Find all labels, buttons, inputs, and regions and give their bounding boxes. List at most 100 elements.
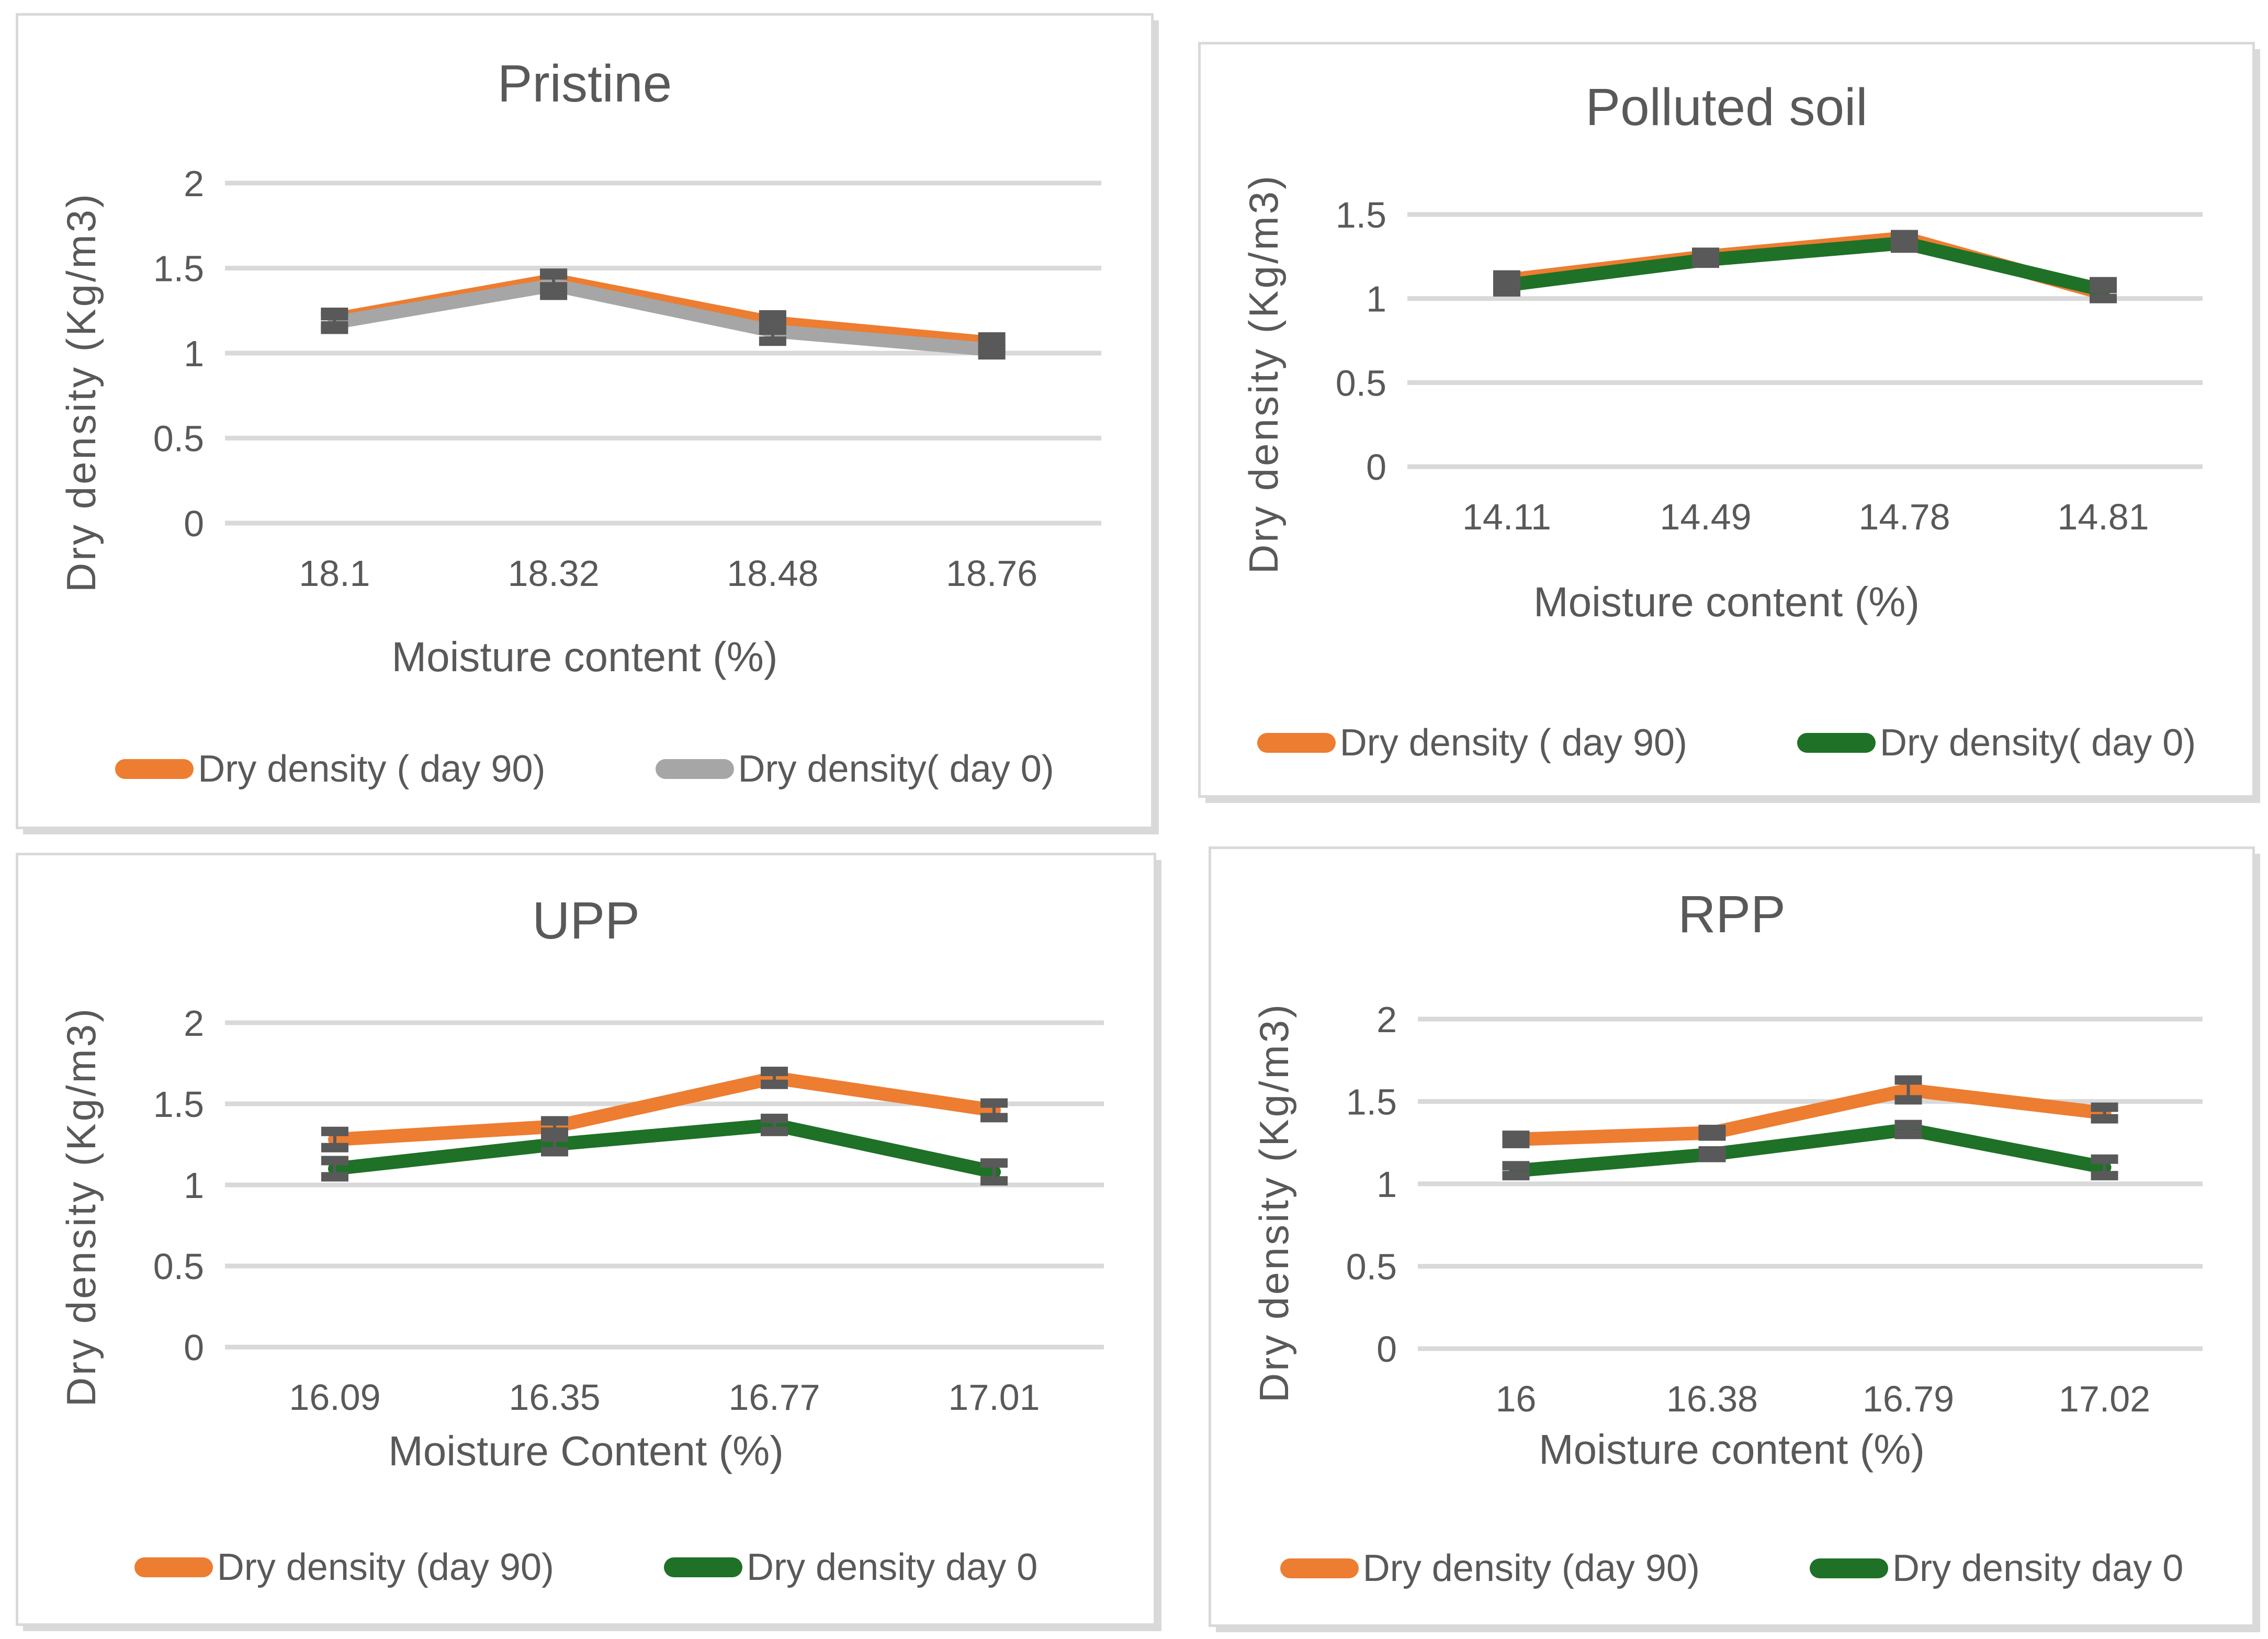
legend-item-0: Dry density ( day 90) xyxy=(115,748,546,790)
legend-chip xyxy=(115,759,194,779)
y-tick-label: 0.5 xyxy=(153,1246,204,1287)
y-tick-label: 1 xyxy=(184,333,204,374)
plot-host: 0 0.5 1 1.5 14.11 14.49 14.78 14.81 xyxy=(1326,170,2252,578)
y-tick-label: 2 xyxy=(1376,999,1397,1040)
chart-title: Polluted soil xyxy=(1585,77,1868,137)
chart-panel-rpp: RPP Dry density (Kg/m3) 0 0.5 1 1.5 2 16 16.38… xyxy=(1209,846,2255,1627)
legend-item-1: Dry density day 0 xyxy=(664,1546,1037,1589)
x-tick-label: 18.32 xyxy=(508,553,600,594)
error-bar xyxy=(321,311,348,334)
error-bar xyxy=(1493,274,1520,297)
legend-label: Dry density (day 90) xyxy=(217,1546,554,1588)
error-bar xyxy=(2090,277,2117,303)
error-bar xyxy=(1692,252,1719,268)
x-tick-label: 14.11 xyxy=(1462,496,1551,537)
series-line-1 xyxy=(328,1118,1001,1179)
error-bar xyxy=(321,1156,348,1182)
legend-label: Dry density( day 0) xyxy=(1880,722,2196,764)
y-axis-title: Dry density (Kg/m3) xyxy=(58,192,104,593)
legend: Dry density (day 90) Dry density day 0 xyxy=(18,1511,1154,1623)
legend-label: Dry density ( day 90) xyxy=(1339,722,1688,764)
y-tick-label: 0 xyxy=(1366,447,1386,488)
chart-body: Dry density (Kg/m3) 0 0.5 1 1.5 2 18.1 18.32 18… xyxy=(18,152,1151,633)
x-tick-label: 14.78 xyxy=(1858,496,1950,537)
error-bar xyxy=(541,1116,568,1137)
legend-chip xyxy=(1280,1558,1359,1578)
x-tick-label: 17.01 xyxy=(948,1377,1040,1418)
error-bar xyxy=(2091,1154,2118,1181)
y-axis-title: Dry density (Kg/m3) xyxy=(58,1006,104,1407)
error-bar xyxy=(1502,1131,1530,1148)
y-axis-title-wrap: Dry density (Kg/m3) xyxy=(18,986,144,1427)
legend-chip xyxy=(1797,733,1876,753)
plot-host: 0 0.5 1 1.5 2 18.1 18.32 18.48 18.76 xyxy=(144,152,1151,633)
y-axis-title: Dry density (Kg/m3) xyxy=(1250,1002,1297,1403)
y-tick-label: 1.5 xyxy=(1336,195,1386,235)
chart-panel-polluted-soil: Polluted soil Dry density (Kg/m3) 0 0.5 1 1… xyxy=(1198,42,2255,798)
y-tick-label: 1.5 xyxy=(1346,1082,1397,1123)
legend-item-0: Dry density (day 90) xyxy=(134,1546,554,1589)
plot-area: 0 0.5 1 1.5 2 16 16.38 16.79 17.02 xyxy=(1346,999,2203,1419)
error-bar xyxy=(540,270,568,300)
legend-item-0: Dry density (day 90) xyxy=(1280,1547,1700,1590)
plot-area: 0 0.5 1 1.5 2 16.09 16.35 16.77 17.01 xyxy=(153,1003,1104,1418)
chart-body: Dry density (Kg/m3) 0 0.5 1 1.5 2 16.09 16.35 1… xyxy=(18,986,1154,1427)
y-tick-label: 0 xyxy=(184,1327,204,1368)
y-axis-title: Dry density (Kg/m3) xyxy=(1240,174,1287,574)
x-axis-title: Moisture Content (%) xyxy=(388,1428,784,1474)
x-tick-label: 16.79 xyxy=(1863,1378,1954,1419)
plot-area: 0 0.5 1 1.5 2 18.1 18.32 18.48 18.76 xyxy=(153,163,1101,594)
x-axis-title: Moisture content (%) xyxy=(1538,1426,1925,1473)
legend-item-0: Dry density ( day 90) xyxy=(1257,721,1687,764)
y-tick-label: 0.5 xyxy=(153,419,204,459)
series-line-0 xyxy=(1509,1083,2112,1146)
legend-label: Dry density day 0 xyxy=(747,1546,1038,1588)
chart-panel-upp: UPP Dry density (Kg/m3) 0 0.5 1 1.5 2 16.09 16… xyxy=(16,853,1156,1626)
legend-label: Dry density( day 0) xyxy=(738,748,1054,790)
legend: Dry density (day 90) Dry density day 0 xyxy=(1211,1512,2252,1624)
y-tick-label: 1 xyxy=(1366,279,1386,320)
legend-chip xyxy=(664,1557,742,1577)
y-tick-label: 2 xyxy=(184,163,204,204)
x-tick-label: 17.02 xyxy=(2059,1378,2150,1419)
error-bar xyxy=(321,1126,348,1152)
error-bar xyxy=(980,1158,1008,1186)
error-bar xyxy=(2091,1102,2118,1124)
x-tick-label: 16 xyxy=(1496,1378,1537,1419)
chart-body: Dry density (Kg/m3) 0 0.5 1 1.5 2 16 16.38 16.7… xyxy=(1211,980,2252,1426)
legend-chip xyxy=(655,759,734,779)
legend-chip xyxy=(1257,733,1336,753)
error-bar xyxy=(1891,233,1918,253)
error-bar xyxy=(1894,1120,1922,1139)
y-tick-label: 1 xyxy=(184,1165,204,1206)
legend-label: Dry density (day 90) xyxy=(1362,1547,1700,1589)
chart-body: Dry density (Kg/m3) 0 0.5 1 1.5 14.11 14.49 14… xyxy=(1201,170,2252,578)
y-tick-label: 1 xyxy=(1376,1164,1397,1205)
plot-host: 0 0.5 1 1.5 2 16 16.38 16.79 17.02 xyxy=(1337,980,2252,1426)
x-axis-title: Moisture content (%) xyxy=(391,634,778,680)
series-line-1 xyxy=(1500,236,2110,297)
x-axis-title: Moisture content (%) xyxy=(1533,579,1920,625)
y-tick-label: 2 xyxy=(184,1003,204,1044)
x-tick-label: 18.76 xyxy=(946,553,1037,594)
y-axis-title-wrap: Dry density (Kg/m3) xyxy=(1211,980,1337,1426)
series-line-0 xyxy=(328,1071,1001,1147)
x-tick-label: 16.38 xyxy=(1666,1378,1758,1419)
legend-label: Dry density ( day 90) xyxy=(198,748,546,790)
y-axis-title-wrap: Dry density (Kg/m3) xyxy=(1201,170,1326,578)
chart-title: UPP xyxy=(532,891,640,950)
chart-title: Pristine xyxy=(497,54,672,113)
y-tick-label: 1.5 xyxy=(153,1084,204,1125)
plot-host: 0 0.5 1 1.5 2 16.09 16.35 16.77 17.01 xyxy=(144,986,1154,1427)
legend-chip xyxy=(134,1557,213,1577)
series-line-1 xyxy=(328,278,999,357)
legend-chip xyxy=(1810,1558,1888,1578)
y-tick-label: 0 xyxy=(1376,1329,1397,1370)
error-bar xyxy=(980,1098,1008,1123)
y-axis-title-wrap: Dry density (Kg/m3) xyxy=(18,152,144,633)
series-line-1 xyxy=(1509,1123,2112,1178)
x-tick-label: 16.35 xyxy=(509,1377,600,1418)
x-tick-label: 16.77 xyxy=(728,1377,820,1418)
x-tick-label: 18.1 xyxy=(299,553,370,594)
